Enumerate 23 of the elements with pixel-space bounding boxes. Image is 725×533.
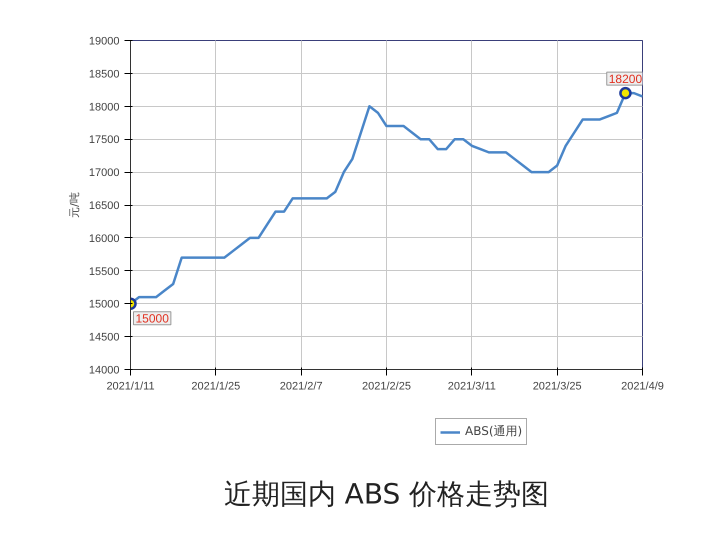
data-label: 18200 — [608, 72, 642, 86]
x-tick-label: 2021/3/11 — [448, 380, 496, 392]
y-tick-label: 15000 — [88, 298, 120, 311]
x-tick-label: 2021/1/11 — [106, 380, 155, 392]
y-tick-label: 18000 — [88, 101, 120, 114]
x-tick-label: 2021/2/25 — [362, 380, 411, 392]
x-tick-label: 2021/4/9 — [621, 380, 664, 392]
y-tick-label: 16500 — [88, 200, 120, 212]
text: 近期国内 ABS 价格走势图 — [224, 478, 550, 510]
x-tick-label: 2021/1/25 — [191, 380, 240, 392]
y-tick-label: 14500 — [88, 332, 120, 344]
x-tick-label: 2021/2/7 — [280, 380, 323, 392]
y-tick-label: 19000 — [88, 36, 120, 48]
y-tick-label: 14000 — [88, 364, 120, 376]
y-tick-label: 17500 — [88, 134, 120, 146]
data-label: 15000 — [136, 312, 170, 326]
y-axis-title: 元/吨 — [68, 192, 81, 218]
y-tick-label: 16000 — [88, 232, 120, 245]
y-tick-label: 15500 — [88, 266, 120, 278]
x-tick-label: 2021/3/25 — [532, 380, 582, 392]
y-tick-label: 17000 — [88, 167, 120, 180]
legend-label: ABS(通用) — [465, 423, 522, 440]
y-tick-label: 18500 — [88, 68, 120, 80]
